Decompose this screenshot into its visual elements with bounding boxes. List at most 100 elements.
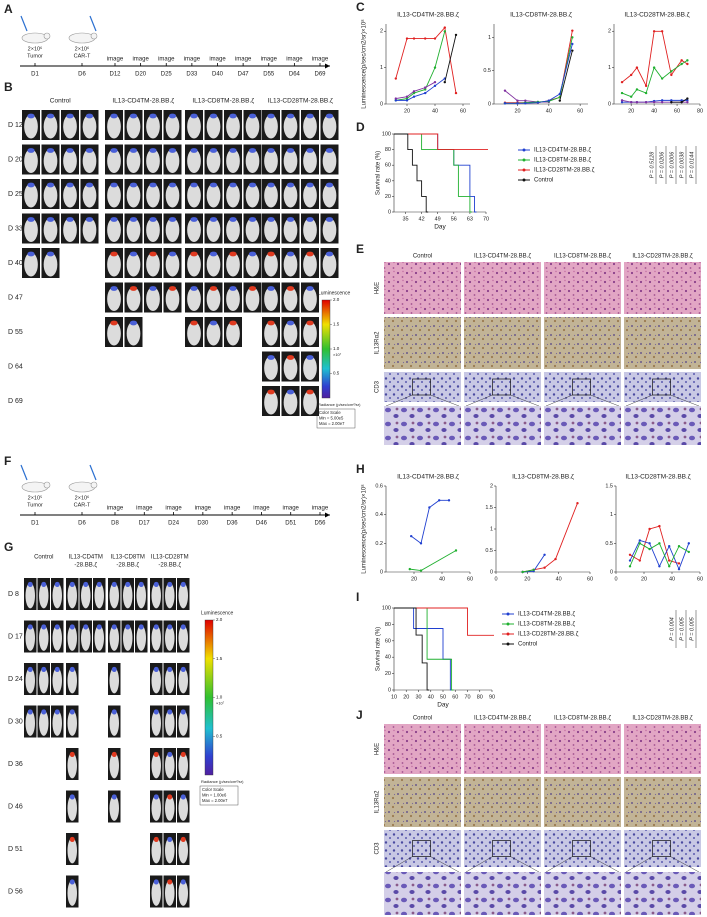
- y-tick-label: 0: [388, 209, 391, 215]
- group-label: IL13-CD4TM-28.BB.ζ: [112, 98, 174, 105]
- mouse-body: [63, 183, 77, 208]
- scale-max: Max = 2.00e7: [319, 421, 345, 426]
- series-line: [522, 503, 578, 573]
- y-axis-label: Survival rate (%): [376, 151, 382, 195]
- signal: [27, 581, 33, 587]
- mouse-group: [262, 179, 339, 209]
- dose-label: 2×10⁵: [28, 494, 43, 501]
- mouse-body: [165, 183, 180, 208]
- y-tick-label: 1.5: [605, 483, 613, 489]
- scale-min: Min = 1.00e6: [202, 793, 227, 798]
- signal: [267, 251, 275, 257]
- mouse-group: [185, 110, 262, 140]
- signal: [325, 251, 334, 257]
- signal: [167, 709, 173, 715]
- micrograph: [384, 317, 461, 369]
- zoom-micrograph: [624, 872, 701, 915]
- signal: [190, 148, 198, 153]
- point: [524, 99, 527, 102]
- signal: [209, 251, 218, 257]
- mouse-body: [146, 149, 160, 173]
- mouse-body: [151, 837, 161, 864]
- row-label: D 46: [8, 803, 23, 810]
- scale-title: Color Scale: [319, 410, 341, 415]
- mouse-body: [82, 218, 97, 242]
- mouse-body: [165, 795, 175, 821]
- mouse-body: [303, 149, 317, 173]
- signal: [66, 217, 74, 222]
- point: [686, 100, 689, 104]
- micrograph: [384, 830, 461, 867]
- point: [644, 100, 648, 104]
- micrograph: [384, 777, 461, 827]
- signal: [69, 624, 75, 630]
- signal: [167, 794, 173, 800]
- panel-label: G: [4, 540, 13, 554]
- signal: [69, 836, 75, 842]
- day-label: D33: [186, 72, 198, 78]
- group-label: Control: [34, 555, 53, 561]
- chart-title: IL13-CD4TM-28.BB.ζ: [397, 474, 459, 481]
- signal: [286, 286, 295, 291]
- micrograph: [464, 777, 541, 827]
- point: [652, 100, 656, 104]
- colorbar-tick-label: 1.0: [333, 346, 340, 351]
- series-line: [394, 607, 454, 691]
- point: [419, 569, 423, 572]
- signal: [286, 320, 295, 326]
- colorbar-title: Luminescence: [201, 610, 233, 616]
- point: [558, 99, 561, 102]
- mouse-body: [178, 625, 188, 651]
- signal: [229, 113, 237, 119]
- signal: [69, 709, 75, 715]
- signal: [306, 113, 314, 119]
- p-value: P = 0.0206: [659, 151, 665, 178]
- signal: [66, 148, 74, 153]
- x-axis-label: Day: [434, 224, 446, 231]
- mouse-body: [39, 710, 49, 736]
- event-label: image: [107, 506, 124, 512]
- x-tick-label: 80: [697, 108, 703, 114]
- zoom-box: [492, 378, 511, 396]
- mouse-body: [107, 218, 121, 242]
- point: [660, 100, 664, 104]
- group-label: IL13-CD8TM: [111, 555, 145, 561]
- group-label: Control: [50, 98, 72, 105]
- x-tick-label: 70: [483, 216, 489, 222]
- series-line: [504, 90, 549, 103]
- column-label: IL13-CD28TM-28.BB.ζ: [632, 716, 693, 722]
- signal: [54, 624, 60, 630]
- row-label: D 47: [8, 294, 23, 301]
- point: [628, 553, 632, 556]
- mouse-body: [322, 114, 337, 139]
- mouse-group: [262, 351, 319, 382]
- dose-label: 2×10⁶: [75, 45, 90, 52]
- x-tick-label: 20: [411, 576, 417, 582]
- mouse-group: [150, 748, 190, 780]
- day-label: D12: [109, 72, 121, 78]
- mouse-group: [105, 282, 182, 313]
- mouse-body: [67, 752, 77, 779]
- mouse-body: [25, 710, 35, 736]
- zoom-line: [465, 856, 493, 873]
- point: [443, 30, 446, 33]
- mouse-body: [187, 149, 201, 173]
- y-tick-label: 0.5: [485, 548, 493, 554]
- day-label: D30: [197, 521, 209, 527]
- group-label: -28.BB.ζ: [74, 563, 97, 569]
- mouse-body: [165, 710, 175, 736]
- mouse-body: [126, 252, 141, 277]
- y-tick-label: 1: [610, 512, 613, 518]
- mouse-head: [43, 481, 51, 489]
- point: [686, 59, 689, 62]
- mouse-body: [206, 252, 221, 277]
- point: [543, 553, 546, 556]
- mouse-body: [264, 321, 278, 346]
- mouse-body: [52, 710, 62, 736]
- point: [454, 33, 458, 37]
- day-label: D20: [135, 72, 147, 78]
- point: [394, 97, 397, 100]
- mouse-body: [67, 582, 77, 609]
- signal: [125, 624, 131, 630]
- signal: [286, 389, 295, 395]
